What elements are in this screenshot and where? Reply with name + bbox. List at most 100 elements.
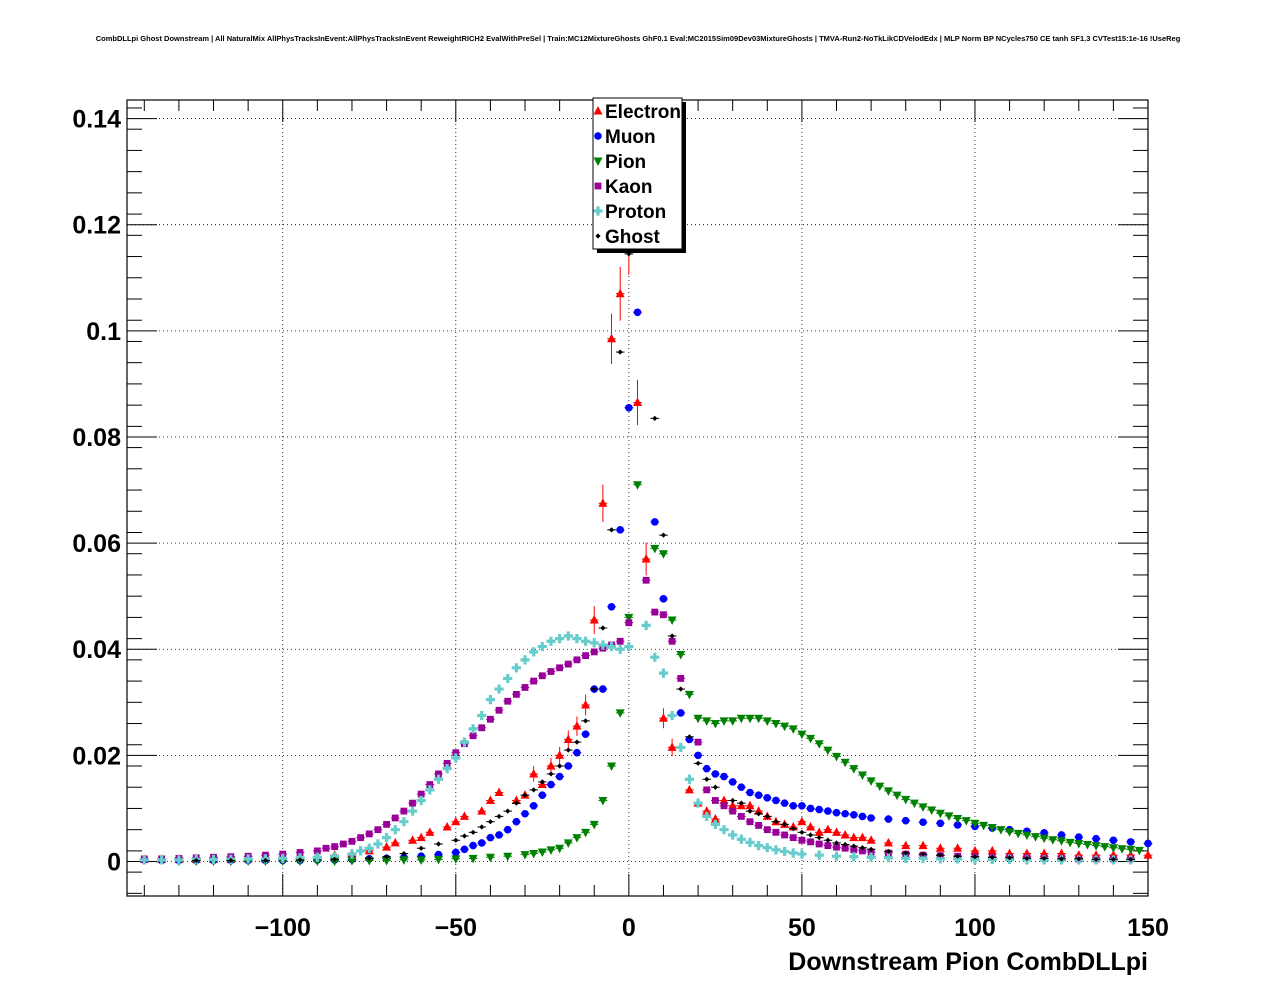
data-point-proton — [710, 819, 720, 829]
data-point-pion — [788, 725, 798, 734]
y-tick-label: 0.06 — [72, 530, 121, 558]
data-point-pion — [1056, 837, 1066, 846]
x-tick-label: 50 — [788, 914, 816, 942]
data-point-muon — [616, 526, 624, 534]
data-point-kaon — [573, 656, 581, 664]
data-point-kaon — [547, 668, 555, 675]
data-point-proton — [364, 843, 374, 853]
data-point-electron — [529, 768, 539, 778]
data-point-kaon — [512, 690, 520, 698]
data-point-ghost — [479, 824, 485, 830]
data-point-proton — [425, 785, 435, 795]
data-point-ghost — [738, 800, 744, 806]
data-point-ghost — [565, 747, 571, 753]
data-point-electron — [667, 742, 677, 751]
data-point-electron — [511, 795, 521, 804]
data-point-pion — [1108, 844, 1118, 853]
data-point-pion — [598, 796, 608, 806]
data-point-kaon — [711, 797, 719, 804]
data-point-ghost — [418, 845, 424, 851]
data-point-kaon — [781, 831, 788, 839]
data-point-kaon — [504, 697, 512, 705]
data-point-electron — [598, 498, 608, 507]
data-point-ghost — [920, 851, 926, 857]
data-point-pion — [399, 856, 409, 865]
data-point-kaon — [348, 837, 356, 845]
data-point-electron — [442, 822, 452, 831]
series-proton — [139, 620, 1136, 865]
data-point-pion — [650, 544, 660, 554]
data-point-electron — [416, 832, 426, 842]
data-point-pion — [1082, 841, 1092, 850]
data-point-ghost — [574, 739, 580, 745]
data-point-pion — [624, 613, 634, 623]
data-point-electron — [382, 842, 392, 851]
data-point-ghost — [617, 349, 623, 355]
data-point-muon — [477, 839, 486, 847]
data-point-pion — [762, 717, 772, 726]
data-point-muon — [1126, 838, 1135, 846]
data-point-proton — [390, 825, 400, 835]
data-point-pion — [823, 746, 833, 756]
data-point-pion — [607, 762, 617, 771]
data-point-kaon — [841, 844, 849, 852]
data-point-muon — [754, 791, 763, 799]
data-point-muon — [512, 817, 521, 826]
data-point-ghost — [799, 829, 805, 835]
data-point-muon — [1057, 831, 1066, 839]
data-point-muon — [486, 833, 495, 842]
data-point-pion — [1126, 845, 1136, 855]
data-point-proton — [702, 811, 712, 821]
data-point-proton — [572, 634, 582, 644]
data-point-muon — [798, 801, 806, 810]
data-point-electron — [607, 333, 617, 343]
data-point-proton — [407, 806, 418, 816]
legend-label-proton: Proton — [605, 202, 666, 223]
data-point-muon — [1074, 833, 1083, 841]
data-point-pion — [866, 777, 876, 786]
data-point-ghost — [591, 686, 597, 692]
data-point-kaon — [859, 847, 866, 855]
data-point-pion — [503, 852, 513, 862]
data-point-muon — [711, 770, 720, 778]
data-point-pion — [944, 812, 954, 821]
legend-marker-proton — [593, 206, 603, 216]
data-point-ghost — [989, 854, 995, 860]
data-point-kaon — [815, 840, 823, 848]
data-point-kaon — [391, 814, 399, 822]
data-point-electron — [485, 795, 495, 804]
data-point-ghost — [1093, 856, 1099, 862]
data-point-muon — [547, 780, 555, 789]
data-point-pion — [451, 855, 461, 864]
data-point-pion — [676, 651, 686, 660]
data-point-pion — [1013, 829, 1023, 839]
data-point-ghost — [825, 837, 831, 843]
data-point-ghost — [790, 826, 796, 832]
data-point-ghost — [193, 857, 199, 864]
data-point-proton — [477, 710, 487, 721]
data-point-ghost — [496, 813, 502, 819]
data-point-muon — [694, 751, 702, 760]
data-point-muon — [884, 815, 893, 823]
series-kaon — [139, 576, 1136, 863]
data-point-kaon — [521, 684, 529, 691]
data-point-proton — [918, 853, 928, 863]
legend-marker-pion — [593, 157, 603, 166]
data-point-ghost — [435, 841, 442, 847]
data-point-muon — [503, 825, 512, 834]
data-point-ghost — [704, 776, 710, 782]
data-point-pion — [892, 791, 902, 801]
data-point-muon — [850, 811, 858, 819]
legend-marker-ghost — [595, 233, 601, 239]
data-point-pion — [987, 824, 997, 833]
data-point-proton — [606, 641, 617, 652]
data-point-kaon — [651, 608, 659, 616]
data-point-electron — [866, 835, 876, 844]
data-point-electron — [849, 832, 859, 842]
data-point-proton — [684, 774, 695, 784]
data-point-kaon — [729, 807, 737, 815]
data-point-pion — [849, 765, 859, 774]
data-point-proton — [494, 684, 504, 694]
data-point-proton — [754, 840, 764, 851]
